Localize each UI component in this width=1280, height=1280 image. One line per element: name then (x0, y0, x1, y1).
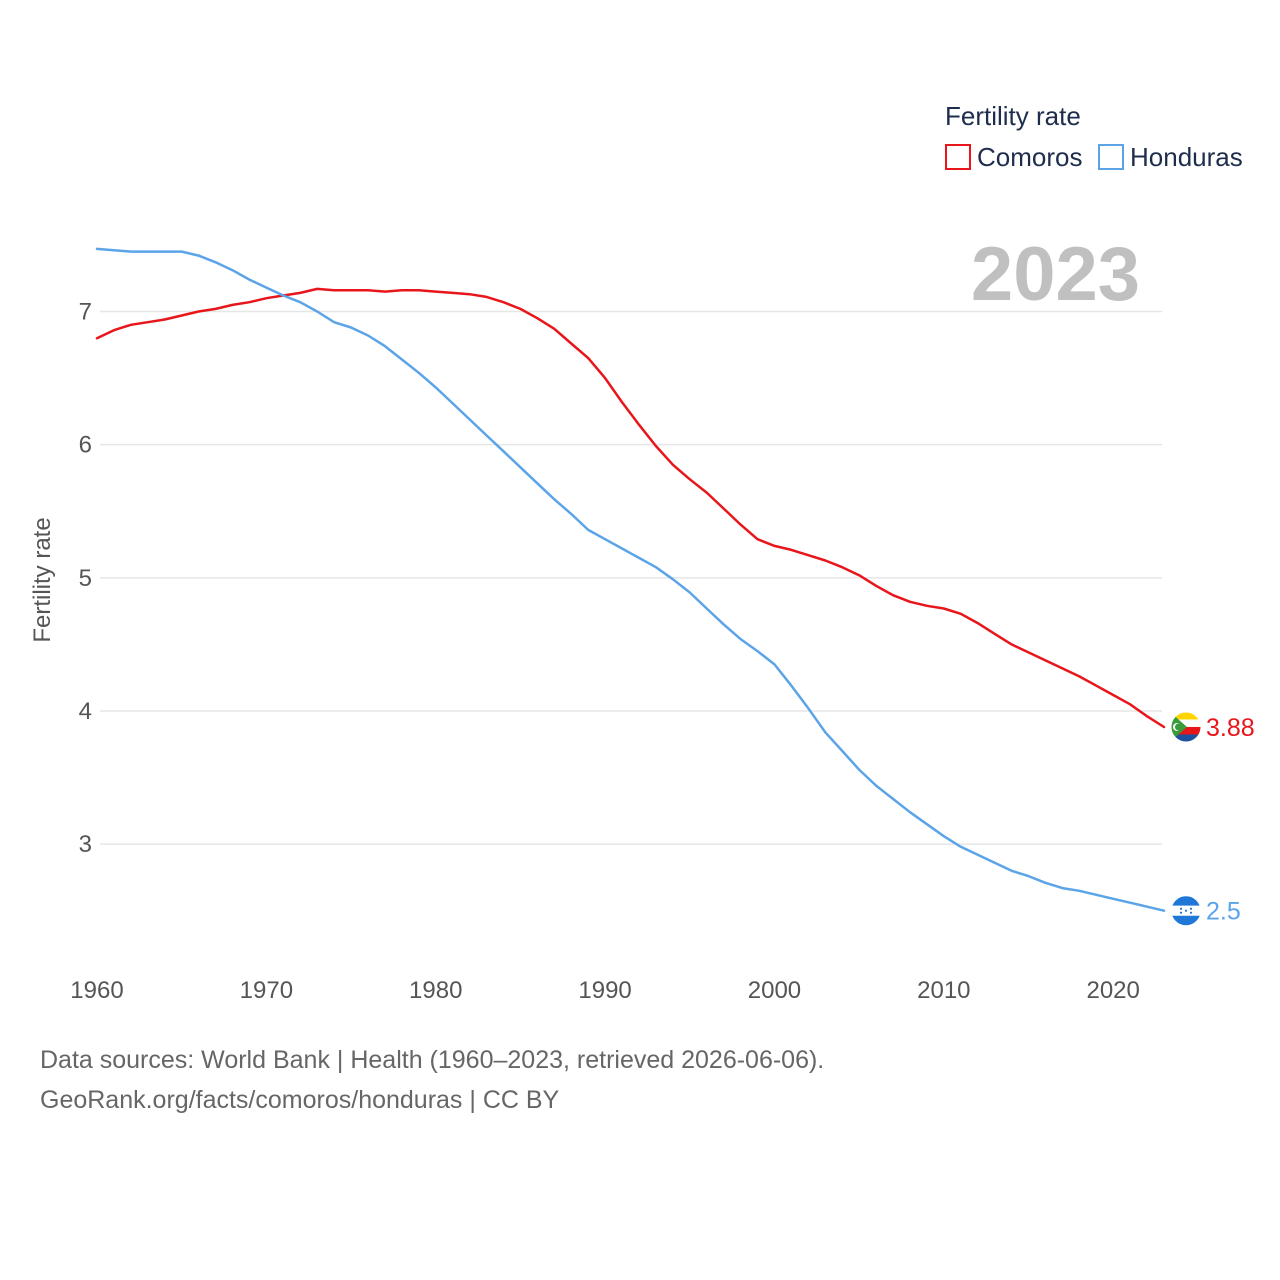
x-tick-label: 1970 (240, 977, 293, 1004)
x-tick-label: 1990 (578, 977, 631, 1004)
y-axis-title: Fertility rate (29, 517, 56, 642)
end-value-label-honduras: 2.5 (1206, 898, 1241, 926)
legend-title: Fertility rate (945, 101, 1081, 131)
legend-swatch (945, 144, 971, 170)
x-tick-label: 2010 (917, 977, 970, 1004)
legend: Fertility rate Comoros Honduras (945, 101, 1243, 172)
series-line-comoros (95, 287, 1166, 729)
x-tick-label: 2000 (748, 977, 801, 1004)
x-tick-label: 1960 (70, 977, 123, 1004)
grid-lines (100, 310, 1162, 845)
legend-item-comoros[interactable]: Comoros (945, 142, 1082, 172)
y-axis-ticks: 3 4 5 6 7 (79, 299, 92, 859)
legend-item-honduras[interactable]: Honduras (1098, 142, 1243, 172)
y-tick-label: 6 (79, 432, 92, 459)
end-value-label-comoros: 3.88 (1206, 714, 1255, 742)
y-tick-label: 7 (79, 299, 92, 326)
source-line-1: Data sources: World Bank | Health (1960–… (40, 1046, 825, 1074)
legend-swatch (1098, 144, 1124, 170)
y-tick-label: 4 (79, 698, 92, 725)
y-tick-label: 5 (79, 565, 92, 592)
attribution: GeoRank.org/facts/comoros/honduras | CC … (40, 1080, 559, 1120)
year-label: 2023 (971, 232, 1140, 317)
source-line-2: GeoRank.org/facts/comoros/honduras | CC … (40, 1086, 560, 1114)
end-markers: 3.88 2.5 (1170, 711, 1255, 927)
honduras-flag-icon (1171, 895, 1201, 926)
y-tick-label: 3 (79, 831, 92, 858)
legend-label: Comoros (977, 142, 1082, 172)
comoros-flag-icon (1171, 711, 1201, 742)
data-source: Data sources: World Bank | Health (1960–… (40, 1040, 824, 1080)
series-line-honduras (95, 247, 1166, 912)
series-lines (95, 247, 1166, 912)
legend-label: Honduras (1130, 142, 1243, 172)
x-axis-ticks: 1960 1970 1980 1990 2000 2010 2020 (70, 977, 1140, 1004)
x-tick-label: 1980 (409, 977, 462, 1004)
x-tick-label: 2020 (1086, 977, 1139, 1004)
